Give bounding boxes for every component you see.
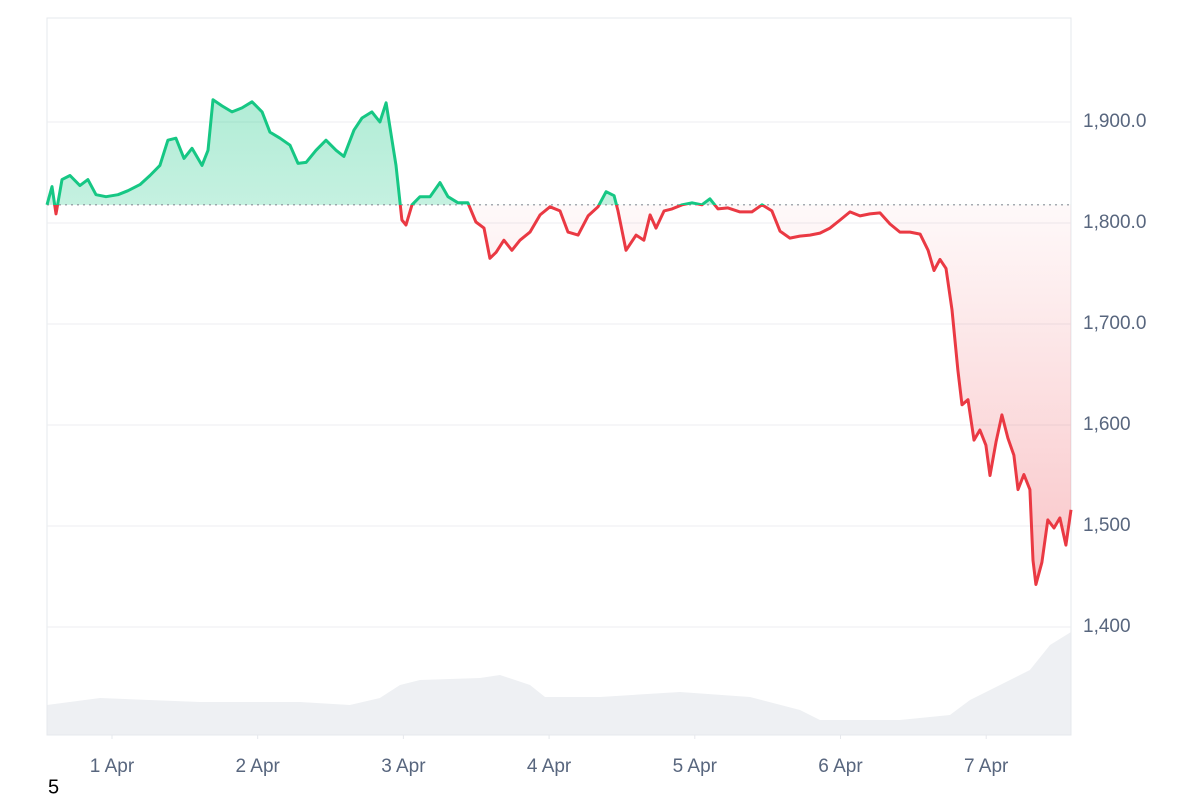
volume-area — [47, 632, 1071, 735]
x-tick-label: 6 Apr — [818, 756, 863, 777]
y-tick-label: 1,700.0 — [1083, 313, 1146, 334]
price-line — [45, 98, 1073, 586]
plot-frame — [46, 17, 1072, 736]
area-fill — [47, 99, 1071, 585]
y-tick-label: 1,900.0 — [1083, 111, 1146, 132]
y-tick-label: 1,800.0 — [1083, 212, 1146, 233]
x-tick-label: 7 Apr — [964, 756, 1009, 777]
x-tick-label: 3 Apr — [381, 756, 426, 777]
x-tick-label: 2 Apr — [235, 756, 280, 777]
x-tick-label: 1 Apr — [90, 756, 135, 777]
x-tick-label: 4 Apr — [527, 756, 572, 777]
y-tick-label: 1,500 — [1083, 515, 1131, 536]
footer-text: 5 — [48, 776, 59, 798]
y-tick-label: 1,600 — [1083, 414, 1131, 435]
x-tick-label: 5 Apr — [673, 756, 718, 777]
y-tick-label: 1,400 — [1083, 616, 1131, 637]
